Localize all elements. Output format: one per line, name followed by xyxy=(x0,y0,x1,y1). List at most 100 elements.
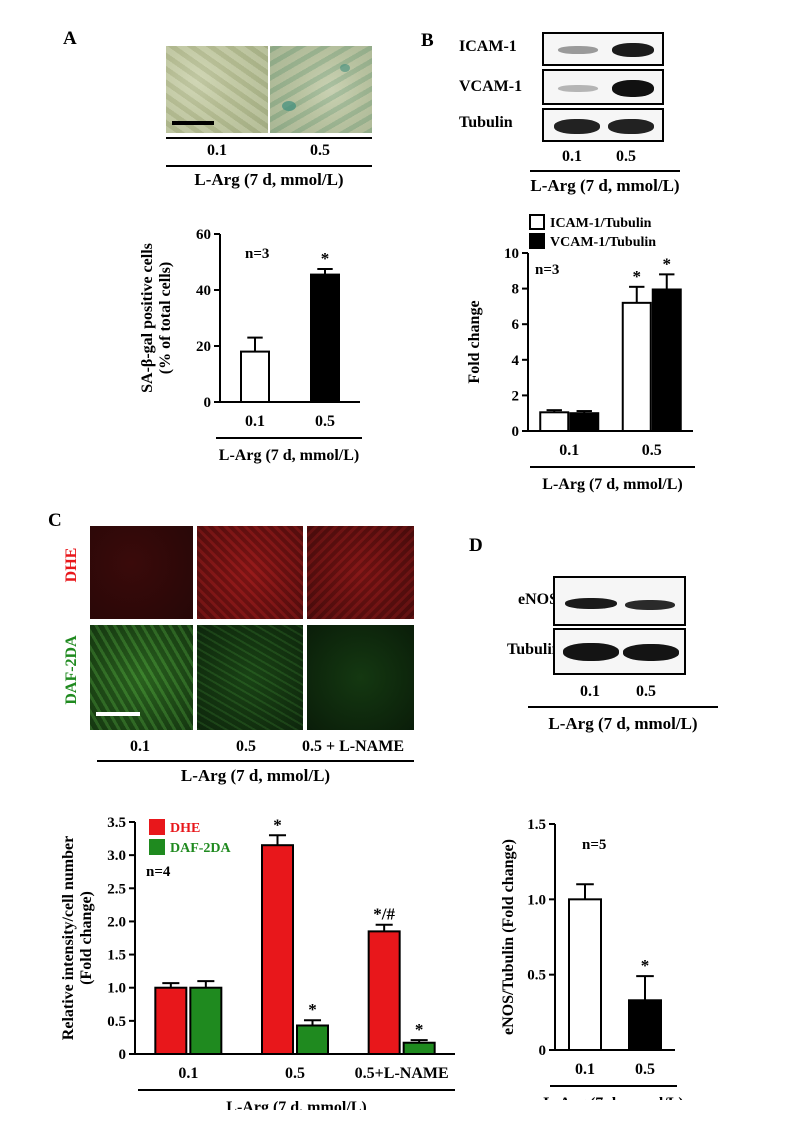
x-axis-caption: L-Arg (7 d, mmol/L) xyxy=(226,1099,366,1110)
significance-marker: * xyxy=(641,956,650,975)
n-annotation: n=5 xyxy=(582,837,606,853)
x-axis-caption: L-Arg (7 d, mmol/L) xyxy=(542,476,682,493)
blot-b-vcam xyxy=(542,69,664,105)
panel-b-blot-caption: L-Arg (7 d, mmol/L) xyxy=(530,176,680,195)
bar-daf-2da-0 xyxy=(189,986,223,1055)
y-tick-label: 20 xyxy=(196,339,211,355)
bar-value-0 xyxy=(240,350,270,404)
y-axis-label: SA-β-gal positive cells xyxy=(139,243,156,393)
y-tick-label: 1.5 xyxy=(107,948,126,964)
panel-c-col-label-2: 0.5 + L-NAME xyxy=(302,738,404,755)
panel-c-micro-caption: L-Arg (7 d, mmol/L) xyxy=(180,766,331,785)
x-tick-label: 0.5 xyxy=(315,413,335,430)
chart-b: 0 2 4 6 8 10 0.1 * * 0.5 L-Arg (7 d, mmol/L) n=3 Fol… xyxy=(466,214,695,493)
blot-d-lane-label-0: 0.1 xyxy=(580,683,600,700)
legend-label: ICAM-1/Tubulin xyxy=(550,216,652,231)
n-annotation: n=4 xyxy=(146,864,171,880)
y-axis-label: Fold change xyxy=(466,300,483,383)
bar-value-1 xyxy=(628,999,662,1051)
bar-daf-2da-2 xyxy=(402,1041,436,1056)
legend-swatch xyxy=(149,839,165,855)
scale-bar xyxy=(96,712,140,716)
legend-swatch xyxy=(529,214,545,230)
x-tick-label: 0.1 xyxy=(245,413,265,430)
y-axis-label: (Fold change) xyxy=(78,891,95,985)
daf-row-label: DAF-2DA xyxy=(63,635,80,705)
bar-vcam-1-tubulin-1 xyxy=(651,288,682,432)
blot-b-row-label-0: ICAM-1 xyxy=(459,38,517,55)
bar-value-1 xyxy=(310,273,340,403)
panel-b-letter: B xyxy=(421,30,434,51)
x-tick-label: 0.5 xyxy=(635,1061,655,1078)
y-axis-label: Relative intensity/cell number xyxy=(60,836,77,1040)
y-tick-label: 1.0 xyxy=(107,981,126,997)
blot-b-lane-label-1: 0.5 xyxy=(616,148,636,165)
micrograph-c-dhe-lname xyxy=(307,526,414,619)
panel-a-micro-label-0: 0.1 xyxy=(207,142,227,159)
micrograph-a-0-1 xyxy=(166,46,268,133)
blot-d-row-label-1: Tubulin xyxy=(507,641,561,658)
y-tick-label: 6 xyxy=(512,317,520,333)
y-tick-label: 4 xyxy=(512,353,520,369)
y-tick-label: 0.5 xyxy=(107,1014,126,1030)
micrograph-c-dhe-0-5 xyxy=(197,526,303,619)
significance-marker: * xyxy=(273,815,282,834)
blot-d-row-label-0: eNOS xyxy=(518,591,558,608)
x-tick-label: 0.1 xyxy=(178,1065,198,1082)
micrograph-c-daf-0-5 xyxy=(197,625,303,730)
panel-a-letter: A xyxy=(63,28,77,49)
y-tick-label: 1.0 xyxy=(527,892,546,908)
x-tick-label: 0.5 xyxy=(642,442,662,459)
panel-a-caption-rule xyxy=(166,165,372,167)
blot-d-tubulin xyxy=(553,628,686,675)
bar-dhe-0 xyxy=(154,986,188,1055)
x-tick-label: 0.1 xyxy=(559,442,579,459)
significance-marker: * xyxy=(663,254,672,273)
y-tick-label: 3.5 xyxy=(107,815,126,831)
panel-c-col-label-0: 0.1 xyxy=(130,738,150,755)
bar-dhe-2 xyxy=(367,930,401,1055)
bar-daf-2da-1 xyxy=(296,1024,329,1056)
bar-icam-1-tubulin-1 xyxy=(621,301,652,432)
legend-swatch xyxy=(529,233,545,249)
micrograph-c-dhe-0-1 xyxy=(90,526,193,619)
panel-a-micro-rule xyxy=(166,137,372,139)
y-tick-label: 0 xyxy=(204,395,212,411)
y-tick-label: 2.0 xyxy=(107,914,126,930)
bar-icam-1-tubulin-0 xyxy=(539,411,570,432)
significance-marker: */# xyxy=(373,905,395,924)
micrograph-c-daf-0-1 xyxy=(90,625,193,730)
chart-d: 0 0.5 1.0 1.5 0.1 * 0.5 L-Arg (7 d, mmol/L) n=5 e… xyxy=(500,817,684,1100)
blot-b-tubulin xyxy=(542,108,664,142)
legend-label: DHE xyxy=(170,821,200,836)
legend-swatch xyxy=(149,819,165,835)
y-tick-label: 0 xyxy=(539,1043,547,1059)
chart-a: 0 20 40 60 0.1 * 0.5 L-Arg (7 d, mmol/L) n=3 SA-β… xyxy=(139,227,362,464)
y-tick-label: 40 xyxy=(196,283,211,299)
bar-value-0 xyxy=(568,898,602,1052)
panel-a-micro-label-1: 0.5 xyxy=(310,142,330,159)
x-axis-caption: L-Arg (7 d, mmol/L) xyxy=(219,447,359,464)
y-tick-label: 10 xyxy=(504,246,519,262)
panel-a-micro-caption: L-Arg (7 d, mmol/L) xyxy=(194,170,344,189)
panel-c-micro-rule xyxy=(97,760,414,762)
blot-d-lane-label-1: 0.5 xyxy=(636,683,656,700)
y-tick-label: 0 xyxy=(512,424,520,440)
panel-d-blot-caption: L-Arg (7 d, mmol/L) xyxy=(548,714,698,733)
panel-d-letter: D xyxy=(469,535,483,556)
blot-b-row-label-2: Tubulin xyxy=(459,114,513,131)
y-tick-label: 8 xyxy=(512,282,520,298)
x-axis-caption: L-Arg (7 d, mmol/L) xyxy=(543,1095,683,1100)
y-tick-label: 3.0 xyxy=(107,848,126,864)
y-axis-label: (% of total cells) xyxy=(157,262,174,374)
n-annotation: n=3 xyxy=(245,246,269,262)
y-tick-label: 0 xyxy=(119,1047,127,1063)
blot-b-lane-label-0: 0.1 xyxy=(562,148,582,165)
x-tick-label: 0.5 xyxy=(285,1065,305,1082)
blot-d-enos xyxy=(553,576,686,626)
y-tick-label: 60 xyxy=(196,227,211,243)
y-tick-label: 0.5 xyxy=(527,968,546,984)
significance-marker: * xyxy=(415,1020,424,1039)
panel-d-blot-rule xyxy=(528,706,718,708)
scale-bar xyxy=(172,121,214,125)
